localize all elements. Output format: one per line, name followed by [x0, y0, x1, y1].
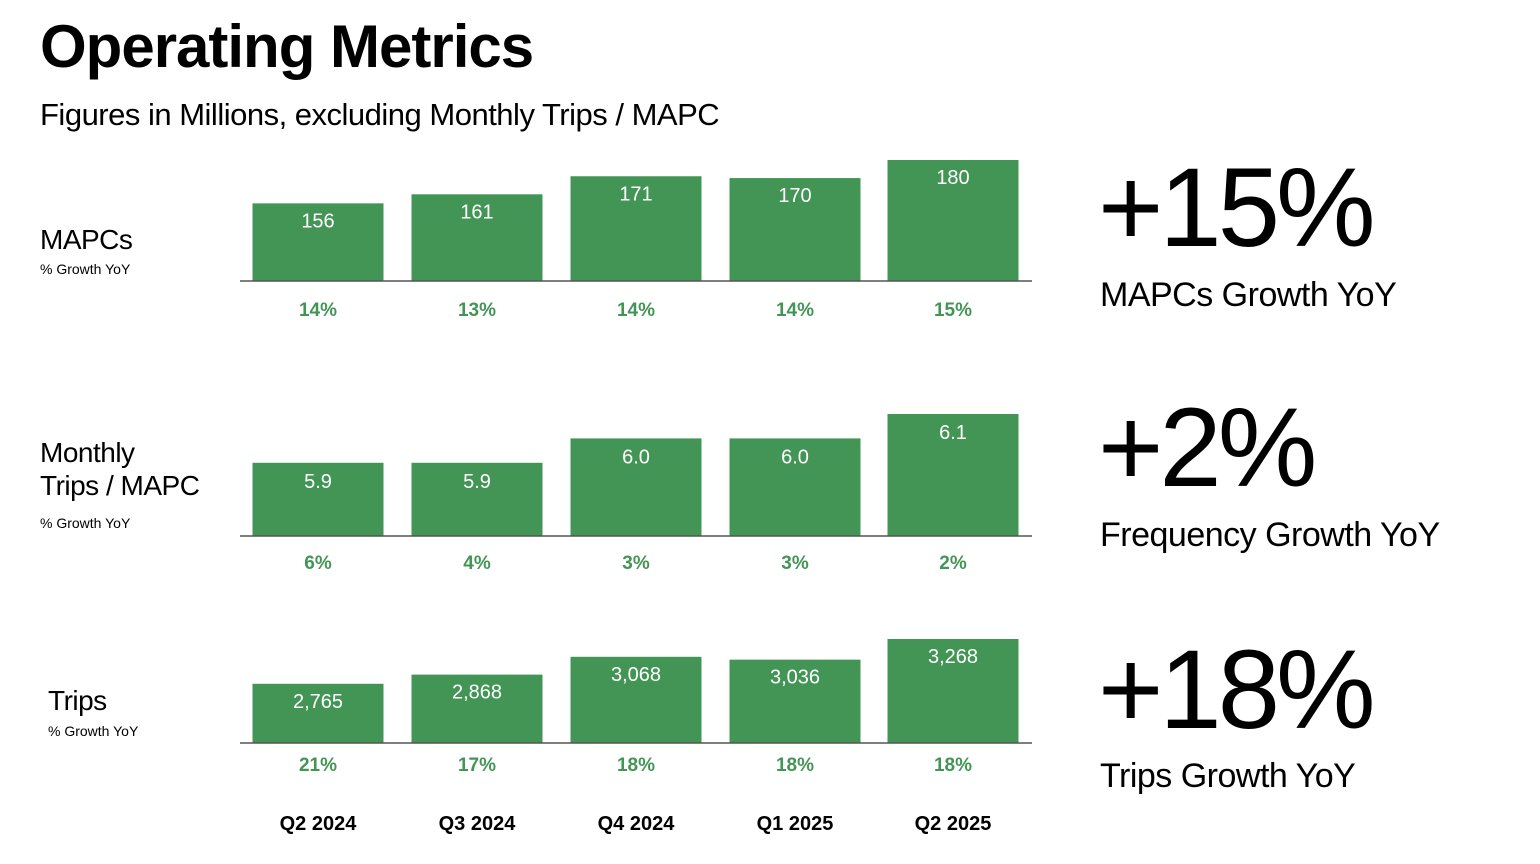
growth-label-trips: 18% [776, 755, 814, 776]
bar-value-label-mapcs: 156 [301, 210, 334, 232]
bar-trips [887, 639, 1019, 743]
bar-mapcs [729, 178, 861, 281]
bar-mapcs [887, 160, 1019, 281]
bar-mapcs [411, 194, 543, 281]
bar-mapcs [252, 203, 384, 281]
kpi-label-frequency-growth: Frequency Growth YoY [1100, 516, 1440, 554]
row-label-trips-per-mapc-line1: Monthly [40, 437, 135, 468]
category-label: Q3 2024 [439, 813, 517, 835]
kpi-label-mapcs-growth: MAPCs Growth YoY [1100, 276, 1397, 314]
bar-trips-per-mapc [252, 462, 384, 536]
growth-label-mapcs: 14% [617, 300, 655, 321]
growth-label-trips-per-mapc: 3% [622, 553, 650, 574]
bar-value-label-trips-per-mapc: 6.1 [939, 422, 967, 444]
bar-value-label-trips-per-mapc: 5.9 [463, 471, 491, 493]
bar-trips [729, 659, 861, 743]
growth-label-trips: 18% [617, 755, 655, 776]
bar-trips-per-mapc [570, 438, 702, 536]
bar-trips [411, 674, 543, 743]
bar-trips [570, 656, 702, 743]
growth-label-mapcs: 13% [458, 300, 496, 321]
row-growth-caption-trips: % Growth YoY [48, 723, 139, 739]
growth-label-trips: 18% [934, 755, 972, 776]
bar-trips-per-mapc [729, 438, 861, 536]
row-label-trips-per-mapc-line2: Trips / MAPC [40, 470, 200, 501]
category-label: Q2 2025 [915, 813, 992, 835]
bar-value-label-trips-per-mapc: 6.0 [781, 446, 809, 468]
bar-value-label-trips-per-mapc: 6.0 [622, 446, 650, 468]
growth-label-trips-per-mapc: 6% [304, 553, 332, 574]
page-subtitle: Figures in Millions, excluding Monthly T… [40, 97, 720, 132]
growth-label-trips: 17% [458, 755, 496, 776]
growth-label-trips-per-mapc: 2% [939, 553, 967, 574]
bar-value-label-trips: 3,268 [928, 646, 978, 668]
bar-trips-per-mapc [887, 414, 1019, 536]
bar-value-label-mapcs: 161 [460, 201, 493, 223]
row-label-mapcs: MAPCs [40, 224, 133, 255]
bar-value-label-mapcs: 171 [619, 183, 652, 205]
growth-label-mapcs: 14% [299, 300, 337, 321]
growth-label-mapcs: 15% [934, 300, 972, 321]
kpi-value-mapcs-growth: +15% [1098, 145, 1376, 270]
kpi-value-frequency-growth: +2% [1098, 385, 1317, 510]
bar-mapcs [570, 176, 702, 281]
row-growth-caption-mapcs: % Growth YoY [40, 261, 131, 277]
bar-trips [252, 683, 384, 743]
category-label: Q4 2024 [598, 813, 676, 835]
kpi-value-trips-growth: +18% [1098, 627, 1376, 752]
growth-label-mapcs: 14% [776, 300, 814, 321]
category-label: Q2 2024 [280, 813, 358, 835]
page-title: Operating Metrics [40, 13, 534, 80]
bar-value-label-mapcs: 180 [936, 167, 969, 189]
category-label: Q1 2025 [757, 813, 834, 835]
growth-label-trips-per-mapc: 3% [781, 553, 809, 574]
bar-value-label-trips: 3,036 [770, 667, 820, 689]
bar-value-label-trips-per-mapc: 5.9 [304, 471, 332, 493]
growth-label-trips-per-mapc: 4% [463, 553, 491, 574]
growth-label-trips: 21% [299, 755, 337, 776]
bar-value-label-trips: 3,068 [611, 664, 661, 686]
row-label-trips: Trips [48, 685, 107, 716]
kpi-label-trips-growth: Trips Growth YoY [1100, 757, 1356, 795]
bar-value-label-mapcs: 170 [778, 185, 811, 207]
bar-trips-per-mapc [411, 462, 543, 536]
bar-value-label-trips: 2,868 [452, 682, 502, 704]
row-growth-caption-trips-per-mapc: % Growth YoY [40, 515, 131, 531]
bar-value-label-trips: 2,765 [293, 691, 343, 713]
